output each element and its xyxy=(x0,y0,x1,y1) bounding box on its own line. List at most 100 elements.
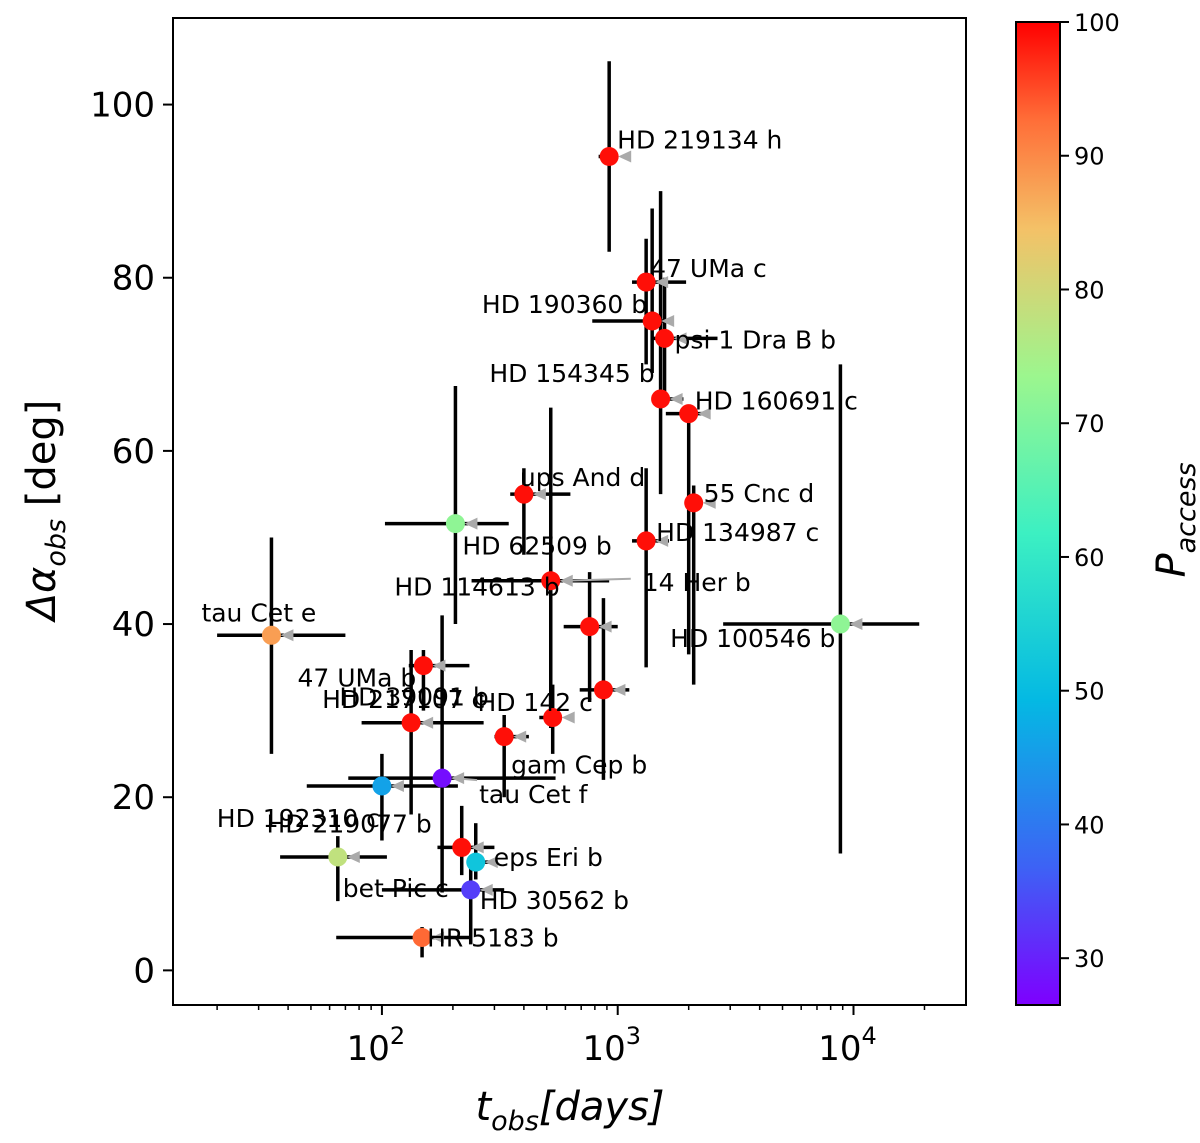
point-marker-hd-142-c xyxy=(593,680,613,700)
colorbar-tick-label-40: 40 xyxy=(1074,811,1105,839)
label-arrow-head-psi-1-dra-b-b xyxy=(673,332,687,345)
label-arrow-head-hd-134987-c xyxy=(655,534,669,547)
label-arrow-head-hd-142-c xyxy=(612,683,626,696)
x-tick-label-exp: 3 xyxy=(626,1022,641,1050)
point-label-47-uma-b: 47 UMa b xyxy=(297,664,416,693)
point-label-hd-134987-c: HD 134987 c xyxy=(656,518,819,547)
point-label-hd-142-c: HD 142 c xyxy=(477,688,592,717)
point-label-layer: HD 219134 h 47 UMa cHD 190360 b psi 1 Dra … xyxy=(201,126,857,953)
point-label-hd-192310-c: HD 192310 c xyxy=(217,804,380,833)
point-marker-hd-219077-b xyxy=(452,837,472,857)
label-arrow-14-her-b xyxy=(562,577,631,582)
y-tick-label-20: 20 xyxy=(112,778,155,818)
colorbar-tick-label-80: 80 xyxy=(1074,276,1105,304)
label-arrow-head-hd-219077-b xyxy=(470,841,484,854)
point-marker-hd-100546-b xyxy=(830,614,850,634)
point-label-hd-219077-b: HD 219077 b xyxy=(266,809,431,838)
x-tick-label-exp: 4 xyxy=(861,1022,876,1050)
label-arrow-head-hd-219134-h xyxy=(618,150,632,163)
colorbar-title-sub: access xyxy=(1171,462,1200,553)
point-label-eps-eri-b: eps Eri b xyxy=(494,843,603,872)
point-label-14-her-b: 14 Her b xyxy=(643,568,751,597)
label-arrow-head-hd-190360-b xyxy=(661,315,675,328)
y-axis-title-base: Δα xyxy=(19,567,65,624)
y-axis-title-unit: [deg] xyxy=(19,400,65,519)
point-marker-psi-1-dra-b-b xyxy=(655,328,675,348)
colorbar-frame xyxy=(1015,21,1061,1006)
point-marker-hd-30562-b xyxy=(461,880,481,900)
point-marker-47-uma-c xyxy=(636,272,656,292)
point-marker-14-her-b xyxy=(541,571,561,591)
point-marker-hd-39091-b xyxy=(543,708,563,728)
x-axis-title-base: t xyxy=(475,1084,492,1130)
y-axis-title-sub: obs xyxy=(41,519,72,567)
label-arrow-head-55-cnc-d xyxy=(702,496,716,509)
x-tick-label-10000: 104 xyxy=(818,1022,877,1069)
label-arrow-layer xyxy=(280,150,863,944)
point-marker-hd-154345-b xyxy=(651,389,671,409)
colorbar-tick-label-60: 60 xyxy=(1074,544,1105,572)
label-arrow-head-tau-cet-f xyxy=(451,772,465,785)
label-arrow-head-hd-217107-c xyxy=(420,716,434,729)
plot-area-frame xyxy=(172,17,967,1006)
label-arrow-head-hr-5183-b xyxy=(431,931,445,944)
point-marker-ups-and-d xyxy=(514,484,534,504)
point-marker-hd-114613-b xyxy=(580,617,600,637)
point-marker-tau-cet-f xyxy=(432,768,452,788)
point-marker-hd-62509-b xyxy=(445,514,465,534)
point-label-hd-154345-b: HD 154345 b xyxy=(489,359,654,388)
point-marker-hd-192310-c xyxy=(372,776,392,796)
x-tick-label-1000: 103 xyxy=(582,1022,641,1069)
y-tick-label-60: 60 xyxy=(112,432,155,472)
label-arrow-head-hd-100546-b xyxy=(849,618,863,631)
point-marker-gam-cep-b xyxy=(494,727,514,747)
label-arrow-head-hd-30562-b xyxy=(479,883,493,896)
x-axis-title-unit: [days] xyxy=(539,1084,665,1130)
point-marker-tau-cet-e xyxy=(261,625,281,645)
label-arrow-head-hd-62509-b xyxy=(464,517,478,530)
colorbar-tick-label-70: 70 xyxy=(1074,410,1105,438)
point-marker-eps-eri-b xyxy=(466,852,486,872)
colorbar-ticks: 30 40 50 60 70 80 90 100 xyxy=(1060,9,1120,973)
point-label-hd-190360-b: HD 190360 b xyxy=(482,290,647,319)
label-arrow-head-47-uma-b xyxy=(432,659,446,672)
x-axis-title-sub: obs xyxy=(491,1106,539,1137)
point-label-hd-219134-h: HD 219134 h xyxy=(617,126,782,155)
point-label-hd-62509-b: HD 62509 b xyxy=(462,532,611,561)
point-label-tau-cet-f: tau Cet f xyxy=(479,780,588,809)
point-marker-hd-160691-c xyxy=(679,404,699,424)
colorbar-title-base: P xyxy=(1149,553,1195,578)
label-arrow-head-hd-192310-c xyxy=(390,779,404,792)
point-label-tau-cet-e: tau Cet e xyxy=(201,598,316,627)
y-tick-label-0: 0 xyxy=(133,951,155,991)
point-label-bet-pic-c: bet Pic c xyxy=(343,874,449,903)
point-marker-hd-217107-c xyxy=(401,713,421,733)
point-marker-47-uma-b xyxy=(413,656,433,676)
point-label-psi-1-dra-b-b: psi 1 Dra B b xyxy=(675,325,836,354)
colorbar-tick-label-50: 50 xyxy=(1074,678,1105,706)
colorbar-tick-label-100: 100 xyxy=(1074,9,1120,37)
label-arrow-head-hd-39091-b xyxy=(561,711,575,724)
x-tick-label-base: 10 xyxy=(347,1029,390,1069)
label-arrow-head-eps-eri-b xyxy=(484,856,498,869)
y-tick-label-40: 40 xyxy=(112,605,155,645)
y-axis-title: Δαobs [deg] xyxy=(19,400,72,624)
x-axis-title: tobs[days] xyxy=(475,1084,664,1137)
point-marker-hd-134987-c xyxy=(636,531,656,551)
point-label-hd-30562-b: HD 30562 b xyxy=(480,886,629,915)
colorbar-title: Paccess xyxy=(1149,462,1200,577)
y-tick-label-100: 100 xyxy=(90,86,155,126)
label-arrow-head-hd-114613-b xyxy=(598,620,612,633)
label-arrow-head-hd-154345-b xyxy=(669,392,683,405)
x-tick-label-100: 102 xyxy=(347,1022,406,1069)
point-label-47-uma-c: 47 UMa c xyxy=(650,254,767,283)
y-tick-label-80: 80 xyxy=(112,259,155,299)
label-arrow-head-tau-cet-e xyxy=(280,629,294,642)
point-label-55-cnc-d: 55 Cnc d xyxy=(704,479,815,508)
point-marker-bet-pic-c xyxy=(328,847,348,867)
point-label-hr-5183-b: HR 5183 b xyxy=(427,923,559,952)
x-tick-label-base: 10 xyxy=(818,1029,861,1069)
label-arrow-head-bet-pic-c xyxy=(346,850,360,863)
